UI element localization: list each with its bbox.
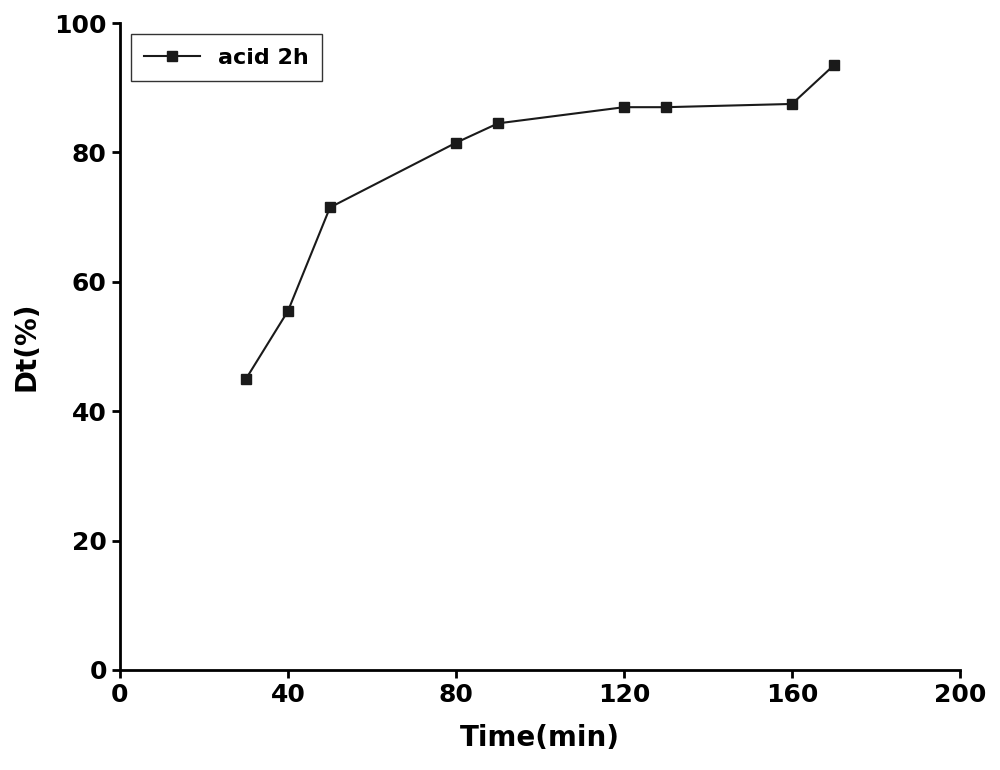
Line: acid 2h: acid 2h (241, 60, 839, 383)
acid 2h (492, 119, 504, 128)
acid 2h (618, 102, 630, 112)
acid 2h (660, 102, 672, 112)
acid 2h (324, 203, 336, 212)
acid 2h (240, 374, 252, 383)
acid 2h (282, 306, 294, 316)
Y-axis label: Dt(%): Dt(%) (12, 302, 40, 391)
Legend: acid 2h: acid 2h (131, 34, 322, 81)
acid 2h (450, 138, 462, 147)
acid 2h (786, 99, 798, 109)
acid 2h (828, 61, 840, 70)
X-axis label: Time(min): Time(min) (460, 724, 620, 752)
